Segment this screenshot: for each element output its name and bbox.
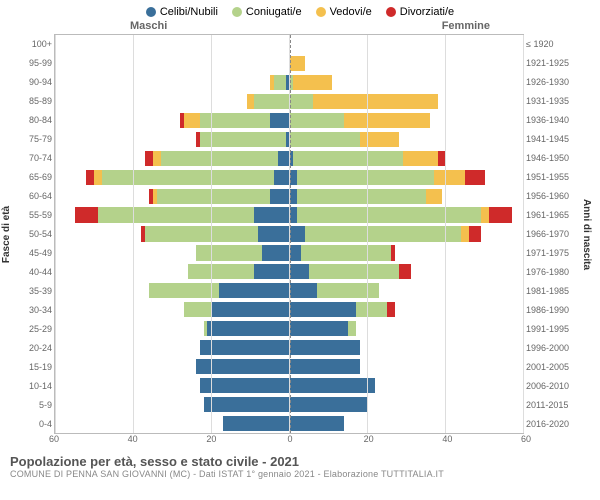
age-label: 5-9 bbox=[14, 396, 52, 415]
birth-label: ≤ 1920 bbox=[526, 34, 580, 53]
legend-swatch bbox=[316, 7, 326, 17]
age-label: 0-4 bbox=[14, 415, 52, 434]
age-label: 70-74 bbox=[14, 148, 52, 167]
header-female: Femmine bbox=[442, 20, 490, 32]
y-axis-right-title: Anni di nascita bbox=[580, 34, 594, 434]
header-male: Maschi bbox=[130, 20, 167, 32]
age-labels: 100+95-9990-9485-8980-8475-7970-7465-696… bbox=[14, 34, 54, 434]
birth-label: 1996-2000 bbox=[526, 339, 580, 358]
chart-area: Fasce di età 100+95-9990-9485-8980-8475-… bbox=[0, 34, 600, 434]
birth-label: 1941-1945 bbox=[526, 129, 580, 148]
age-label: 40-44 bbox=[14, 263, 52, 282]
birth-label: 1931-1935 bbox=[526, 91, 580, 110]
birth-label: 1981-1985 bbox=[526, 282, 580, 301]
legend-label: Celibi/Nubili bbox=[160, 6, 218, 18]
age-label: 15-19 bbox=[14, 358, 52, 377]
birth-label: 1991-1995 bbox=[526, 320, 580, 339]
birth-label: 2001-2005 bbox=[526, 358, 580, 377]
birth-label: 1961-1965 bbox=[526, 205, 580, 224]
x-tick: 60 bbox=[49, 434, 59, 444]
gender-headers: Maschi Femmine bbox=[0, 20, 600, 34]
legend-swatch bbox=[232, 7, 242, 17]
age-label: 85-89 bbox=[14, 91, 52, 110]
age-label: 30-34 bbox=[14, 301, 52, 320]
age-label: 80-84 bbox=[14, 110, 52, 129]
x-axis: 6040200204060 bbox=[54, 434, 526, 448]
birth-label: 1946-1950 bbox=[526, 148, 580, 167]
x-tick: 0 bbox=[287, 434, 292, 444]
legend-swatch bbox=[386, 7, 396, 17]
birth-label: 1921-1925 bbox=[526, 53, 580, 72]
plot bbox=[54, 34, 524, 434]
birth-label: 2006-2010 bbox=[526, 377, 580, 396]
legend-item: Celibi/Nubili bbox=[146, 6, 218, 18]
legend-label: Divorziati/e bbox=[400, 6, 454, 18]
birth-label: 1986-1990 bbox=[526, 301, 580, 320]
legend-item: Divorziati/e bbox=[386, 6, 454, 18]
x-tick: 60 bbox=[521, 434, 531, 444]
legend-item: Coniugati/e bbox=[232, 6, 302, 18]
birth-label: 2011-2015 bbox=[526, 396, 580, 415]
age-label: 10-14 bbox=[14, 377, 52, 396]
birth-label: 1966-1970 bbox=[526, 224, 580, 243]
age-label: 60-64 bbox=[14, 186, 52, 205]
birth-label: 1971-1975 bbox=[526, 244, 580, 263]
age-label: 55-59 bbox=[14, 205, 52, 224]
center-line bbox=[290, 35, 291, 433]
y-axis-left-title: Fasce di età bbox=[0, 34, 14, 434]
legend-label: Coniugati/e bbox=[246, 6, 302, 18]
chart-title: Popolazione per età, sesso e stato civil… bbox=[10, 454, 590, 469]
legend: Celibi/Nubili Coniugati/e Vedovi/e Divorzia… bbox=[0, 0, 600, 20]
birth-label: 2016-2020 bbox=[526, 415, 580, 434]
age-label: 95-99 bbox=[14, 53, 52, 72]
age-label: 35-39 bbox=[14, 282, 52, 301]
birth-label: 1976-1980 bbox=[526, 263, 580, 282]
age-label: 45-49 bbox=[14, 244, 52, 263]
legend-item: Vedovi/e bbox=[316, 6, 372, 18]
legend-label: Vedovi/e bbox=[330, 6, 372, 18]
age-label: 25-29 bbox=[14, 320, 52, 339]
x-tick: 40 bbox=[442, 434, 452, 444]
birth-label: 1951-1955 bbox=[526, 167, 580, 186]
legend-swatch bbox=[146, 7, 156, 17]
x-tick: 40 bbox=[128, 434, 138, 444]
age-label: 65-69 bbox=[14, 167, 52, 186]
age-label: 50-54 bbox=[14, 224, 52, 243]
age-label: 100+ bbox=[14, 34, 52, 53]
footer: Popolazione per età, sesso e stato civil… bbox=[0, 448, 600, 479]
chart-subtitle: COMUNE DI PENNA SAN GIOVANNI (MC) - Dati… bbox=[10, 469, 590, 479]
age-label: 75-79 bbox=[14, 129, 52, 148]
age-label: 90-94 bbox=[14, 72, 52, 91]
x-tick: 20 bbox=[206, 434, 216, 444]
birth-label: 1956-1960 bbox=[526, 186, 580, 205]
x-tick: 20 bbox=[364, 434, 374, 444]
birth-label: 1926-1930 bbox=[526, 72, 580, 91]
birth-label: 1936-1940 bbox=[526, 110, 580, 129]
age-label: 20-24 bbox=[14, 339, 52, 358]
birth-labels: ≤ 19201921-19251926-19301931-19351936-19… bbox=[524, 34, 580, 434]
